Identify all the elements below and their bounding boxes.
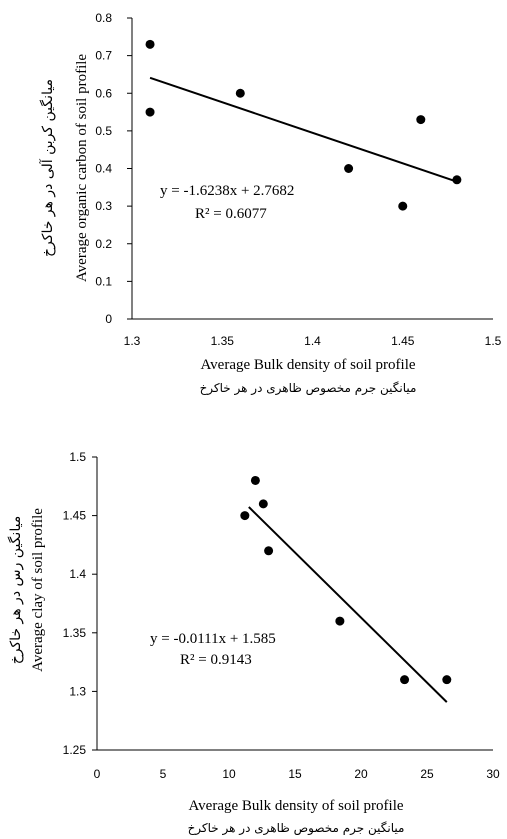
x-tick-label: 25: [420, 767, 434, 781]
data-points: [240, 475, 452, 685]
x-tick-label: 1.4: [304, 334, 321, 348]
data-point: [400, 675, 410, 685]
y-tick-label: 1.5: [69, 450, 86, 464]
x-tick-label: 15: [288, 767, 302, 781]
y-tick-label: 1.45: [63, 509, 87, 523]
x-tick-label: 1.45: [391, 334, 415, 348]
x-axis-title-persian: میانگین جرم مخصوص ظاهری در هر خاکرخ: [188, 821, 405, 836]
y-tick-label: 0.3: [95, 199, 112, 213]
chart-1-svg: 0 0.1 0.2 0.3 0.4 0.5 0.6 0.7 0.8 1.3 1.35 1.4 1.45…: [39, 11, 502, 396]
y-tick-label: 1.25: [63, 743, 87, 757]
chart-clay: 1.25 1.3 1.35 1.4 1.45 1.5 0 5 10 15 20 25 30 y = -…: [0, 400, 507, 839]
y-tick-label: 0: [105, 312, 112, 326]
y-axis-title: Average clay of soil profile: [30, 508, 46, 672]
data-point: [250, 475, 260, 485]
x-axis-title-persian: میانگین جرم مخصوص ظاهری در هر خاکرخ: [200, 381, 417, 396]
y-axis-title-persian-1: میانگین کربن آلی در هر خاکرخ: [39, 79, 56, 257]
equation-label: y = -1.6238x + 2.7682: [160, 183, 294, 199]
trendline: [149, 76, 458, 183]
x-tick-label: 30: [486, 767, 500, 781]
x-tick-label: 1.5: [485, 334, 502, 348]
data-point: [240, 511, 250, 521]
x-tick-label: 20: [354, 767, 368, 781]
y-tick-label: 1.3: [69, 684, 86, 698]
y-tick-label: 0.5: [95, 124, 112, 138]
y-axis-title: Average organic carbon of soil profile: [74, 54, 90, 282]
y-tick-label: 0.4: [95, 162, 112, 176]
data-point: [264, 546, 274, 556]
y-tick-label: 1.35: [63, 626, 87, 640]
y-ticks: 0 0.1 0.2 0.3 0.4 0.5 0.6 0.7 0.8: [95, 11, 132, 326]
y-tick-label: 0.2: [95, 237, 112, 251]
x-ticks: 1.3 1.35 1.4 1.45 1.5: [124, 334, 502, 348]
x-tick-label: 1.35: [211, 334, 235, 348]
data-point: [335, 616, 345, 626]
y-tick-label: 1.4: [69, 567, 86, 581]
chart-2-svg: 1.25 1.3 1.35 1.4 1.45 1.5 0 5 10 15 20 25 30 y = -…: [7, 450, 500, 836]
x-tick-label: 0: [94, 767, 101, 781]
x-tick-label: 5: [160, 767, 167, 781]
x-tick-label: 1.3: [124, 334, 141, 348]
chart-organic-carbon: 0 0.1 0.2 0.3 0.4 0.5 0.6 0.7 0.8 1.3 1.35 1.4 1.45…: [0, 0, 507, 400]
x-ticks: 0 5 10 15 20 25 30: [94, 767, 500, 781]
r-squared-label: R² = 0.9143: [180, 652, 252, 668]
y-ticks: 1.25 1.3 1.35 1.4 1.45 1.5: [63, 450, 97, 757]
data-point: [398, 201, 408, 211]
y-tick-label: 0.7: [95, 49, 112, 63]
data-point: [258, 499, 268, 509]
data-point: [235, 88, 245, 98]
data-points: [145, 39, 462, 211]
y-tick-label: 0.1: [95, 274, 112, 288]
y-tick-label: 0.6: [95, 86, 112, 100]
x-axis-title: Average Bulk density of soil profile: [200, 357, 415, 373]
data-point: [452, 175, 462, 185]
y-axis-title-persian: میانگین رس در هر خاکرخ: [7, 516, 24, 665]
equation-label: y = -0.0111x + 1.585: [150, 631, 276, 647]
x-axis-title: Average Bulk density of soil profile: [188, 798, 403, 814]
data-point: [145, 107, 155, 117]
data-point: [145, 39, 155, 49]
data-point: [416, 115, 426, 125]
data-point: [442, 675, 452, 685]
data-point: [344, 164, 354, 173]
trendline: [248, 506, 448, 703]
x-tick-label: 10: [222, 767, 236, 781]
r-squared-label: R² = 0.6077: [195, 206, 267, 222]
y-tick-label: 0.8: [95, 11, 112, 25]
